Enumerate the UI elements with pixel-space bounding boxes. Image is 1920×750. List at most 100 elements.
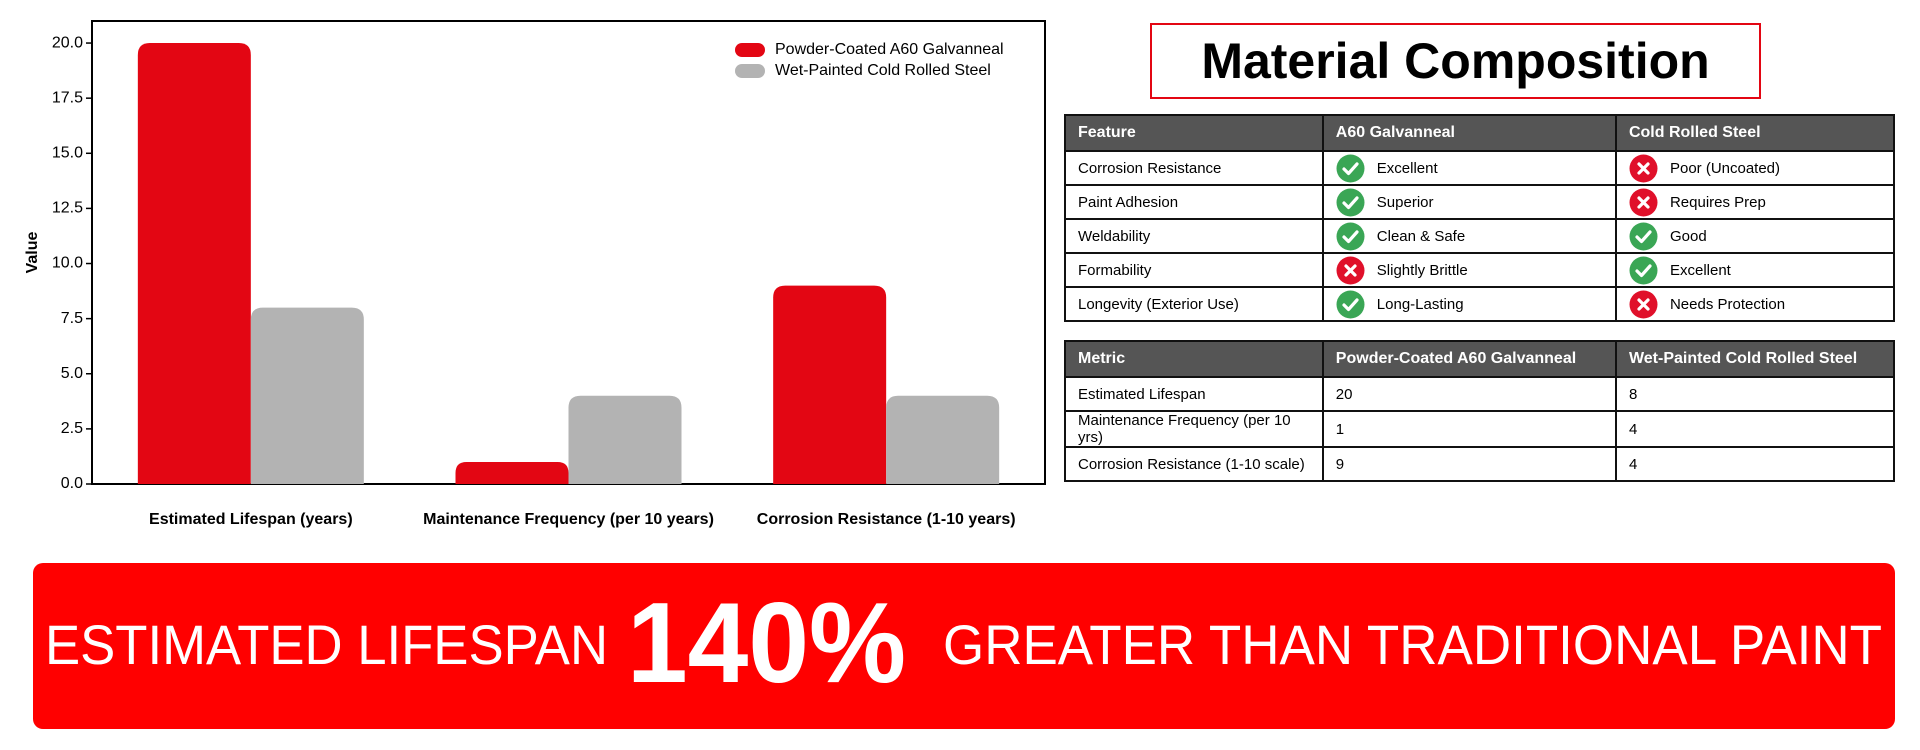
banner-background xyxy=(33,563,1895,729)
y-tick-label: 5.0 xyxy=(61,365,83,382)
table-cell: Good xyxy=(1614,218,1896,254)
cell-text: Good xyxy=(1669,227,1707,245)
column-header: Cold Rolled Steel xyxy=(1614,114,1896,152)
table-row: Corrosion Resistance (1-10 scale) 9 4 xyxy=(1064,446,1896,482)
table-cell: 9 xyxy=(1321,446,1617,482)
table-cell: Estimated Lifespan xyxy=(1064,376,1324,412)
legend-label: Powder-Coated A60 Galvanneal xyxy=(775,41,1004,58)
table-cell: Excellent xyxy=(1321,150,1617,186)
y-tick-label: 2.5 xyxy=(61,420,83,437)
chart: 0.0 2.5 5.0 7.5 10.0 12.5 15.0 17.5 20.0 Value Est… xyxy=(24,20,1046,528)
cell-content: Slightly Brittle xyxy=(1336,256,1603,285)
table-cell: Superior xyxy=(1321,184,1617,220)
table-cell: Excellent xyxy=(1614,252,1896,288)
table-cell: 20 xyxy=(1321,376,1617,412)
cell-content: Excellent xyxy=(1336,154,1603,183)
table-row: Longevity (Exterior Use) Long-Lasting Need… xyxy=(1064,286,1896,322)
bar xyxy=(773,285,887,484)
cell-content: Requires Prep xyxy=(1629,188,1881,217)
table-cell: 4 xyxy=(1614,446,1896,482)
cell-text: Superior xyxy=(1376,193,1434,211)
bar xyxy=(886,395,1000,484)
column-header: Feature xyxy=(1064,114,1324,152)
table-cell: Maintenance Frequency (per 10 yrs) xyxy=(1064,410,1324,448)
section-title: Material Composition xyxy=(1150,23,1761,99)
table-cell: 4 xyxy=(1614,410,1896,448)
composition-table: Feature A60 Galvanneal Cold Rolled Steel Co… xyxy=(1064,114,1896,322)
bar xyxy=(455,461,569,484)
table-cell: Poor (Uncoated) xyxy=(1614,150,1896,186)
cell-content: Clean & Safe xyxy=(1336,222,1603,251)
cross-icon xyxy=(1629,188,1658,216)
bar xyxy=(568,395,682,484)
banner-prefix: ESTIMATED LIFESPAN xyxy=(45,613,608,676)
check-icon xyxy=(1629,256,1658,284)
table-cell: Weldability xyxy=(1064,218,1324,254)
table-cell: Corrosion Resistance (1-10 scale) xyxy=(1064,446,1324,482)
check-icon xyxy=(1336,290,1365,318)
cell-content: Excellent xyxy=(1629,256,1881,285)
column-header: Powder-Coated A60 Galvanneal xyxy=(1321,340,1617,378)
bar xyxy=(250,307,364,484)
cell-text: Clean & Safe xyxy=(1376,227,1466,245)
cell-content: Good xyxy=(1629,222,1881,251)
table-cell: Paint Adhesion xyxy=(1064,184,1324,220)
legend-label: Wet-Painted Cold Rolled Steel xyxy=(775,62,991,79)
table-cell: Corrosion Resistance xyxy=(1064,150,1324,186)
cell-text: Excellent xyxy=(1376,159,1438,177)
table-row: Weldability Clean & Safe Good xyxy=(1064,218,1896,254)
table-cell: Slightly Brittle xyxy=(1321,252,1617,288)
cell-content: Needs Protection xyxy=(1629,290,1881,319)
y-tick-label: 17.5 xyxy=(52,89,83,106)
table-row: Estimated Lifespan 20 8 xyxy=(1064,376,1896,412)
cell-text: Needs Protection xyxy=(1669,295,1786,313)
legend-swatch xyxy=(735,43,765,57)
cell-text: Requires Prep xyxy=(1669,193,1766,211)
table-cell: Longevity (Exterior Use) xyxy=(1064,286,1324,322)
check-icon xyxy=(1629,222,1658,250)
column-header: Metric xyxy=(1064,340,1324,378)
check-icon xyxy=(1336,154,1365,182)
metric-table: Metric Powder-Coated A60 Galvanneal Wet-Pa… xyxy=(1064,340,1896,482)
table-cell: 1 xyxy=(1321,410,1617,448)
cell-text: Long-Lasting xyxy=(1376,295,1464,313)
check-icon xyxy=(1336,222,1365,250)
y-tick-label: 10.0 xyxy=(52,255,83,272)
banner-suffix: GREATER THAN TRADITIONAL PAINT xyxy=(943,613,1882,676)
table-row: Maintenance Frequency (per 10 yrs) 1 4 xyxy=(1064,410,1896,448)
cell-content: Long-Lasting xyxy=(1336,290,1603,319)
cross-icon xyxy=(1336,256,1365,284)
banner-highlight: 140% xyxy=(627,580,906,707)
y-tick-label: 12.5 xyxy=(52,200,83,217)
x-tick-label: Estimated Lifespan (years) xyxy=(149,511,353,528)
y-tick-label: 0.0 xyxy=(61,475,83,492)
cross-icon xyxy=(1629,154,1658,182)
cell-content: Poor (Uncoated) xyxy=(1629,154,1881,183)
cell-text: Excellent xyxy=(1669,261,1731,279)
cell-content: Superior xyxy=(1336,188,1603,217)
table-cell: Clean & Safe xyxy=(1321,218,1617,254)
table-row: Corrosion Resistance Excellent Poor (Uncoa… xyxy=(1064,150,1896,186)
cell-text: Poor (Uncoated) xyxy=(1669,159,1781,177)
column-header: A60 Galvanneal xyxy=(1321,114,1617,152)
x-tick-label: Corrosion Resistance (1-10 years) xyxy=(757,511,1016,528)
table-cell: Formability xyxy=(1064,252,1324,288)
x-tick-label: Maintenance Frequency (per 10 years) xyxy=(423,511,714,528)
table-cell: Long-Lasting xyxy=(1321,286,1617,322)
table-cell: Needs Protection xyxy=(1614,286,1896,322)
y-tick-label: 7.5 xyxy=(61,310,83,327)
bar xyxy=(137,43,251,485)
cross-icon xyxy=(1629,290,1658,318)
table-cell: 8 xyxy=(1614,376,1896,412)
y-tick-label: 20.0 xyxy=(52,34,83,51)
y-axis-label: Value xyxy=(24,232,41,274)
y-tick-label: 15.0 xyxy=(52,145,83,162)
table-cell: Requires Prep xyxy=(1614,184,1896,220)
column-header: Wet-Painted Cold Rolled Steel xyxy=(1614,340,1896,378)
legend-swatch xyxy=(735,64,765,78)
header-row: Metric Powder-Coated A60 Galvanneal Wet-Pa… xyxy=(1064,340,1896,378)
check-icon xyxy=(1336,188,1365,216)
header-row: Feature A60 Galvanneal Cold Rolled Steel xyxy=(1064,114,1896,152)
table-row: Formability Slightly Brittle Excellent xyxy=(1064,252,1896,288)
